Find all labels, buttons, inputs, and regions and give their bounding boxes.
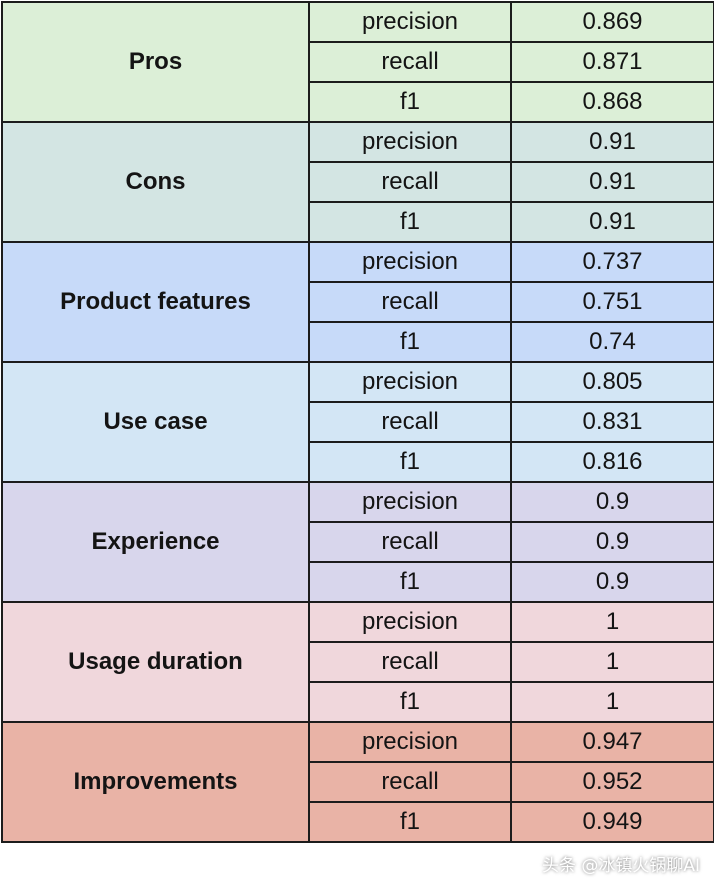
value-cell: 0.91 — [510, 201, 714, 243]
value-cell: 0.831 — [510, 401, 714, 443]
metric-label-cell: f1 — [308, 441, 512, 483]
table-row: recall 0.751 — [2, 281, 714, 323]
table-row: f1 0.868 — [2, 81, 714, 123]
metric-label-cell: f1 — [308, 561, 512, 603]
table-row: Experience precision 0.9 — [1, 481, 714, 603]
value-cell: 1 — [510, 681, 714, 723]
metric-label-cell: f1 — [308, 321, 512, 363]
value-cell: 0.952 — [510, 761, 714, 803]
value-cell: 0.869 — [510, 1, 714, 43]
value-cell: 0.871 — [510, 41, 714, 83]
watermark-text: 头条 @冰镇火锅聊AI — [541, 856, 700, 876]
table-row: Use case precision 0.805 — [1, 361, 714, 483]
metric-label-cell: precision — [308, 721, 512, 763]
table-row: recall 0.831 — [2, 401, 714, 443]
category-cell-improvements: Improvements — [1, 721, 310, 843]
value-cell: 0.91 — [510, 161, 714, 203]
value-cell: 0.868 — [510, 81, 714, 123]
value-cell: 0.9 — [510, 481, 714, 523]
table-row: f1 0.949 — [2, 801, 714, 843]
category-cell-cons: Cons — [1, 121, 310, 243]
value-cell: 0.816 — [510, 441, 714, 483]
table-row: Usage duration precision 1 — [1, 601, 714, 723]
table-row: f1 0.816 — [2, 441, 714, 483]
value-cell: 0.805 — [510, 361, 714, 403]
metric-label-cell: recall — [308, 521, 512, 563]
metric-label-cell: f1 — [308, 81, 512, 123]
table-row: recall 1 — [2, 641, 714, 683]
metrics-table: Pros precision 0.869 recall 0.871 f1 0.8… — [1, 1, 714, 843]
table-row: Improvements precision 0.947 — [1, 721, 714, 843]
metric-label-cell: precision — [308, 361, 512, 403]
metric-label-cell: precision — [308, 481, 512, 523]
value-cell: 0.74 — [510, 321, 714, 363]
value-cell: 0.751 — [510, 281, 714, 323]
table-row: f1 1 — [2, 681, 714, 723]
metric-label-cell: precision — [308, 241, 512, 283]
table-row: Product features precision 0.737 — [1, 241, 714, 363]
table-row: Cons precision 0.91 — [1, 121, 714, 243]
category-cell-experience: Experience — [1, 481, 310, 603]
metric-label-cell: precision — [308, 121, 512, 163]
table-row: f1 0.74 — [2, 321, 714, 363]
category-cell-product-features: Product features — [1, 241, 310, 363]
metric-label-cell: recall — [308, 41, 512, 83]
category-cell-use-case: Use case — [1, 361, 310, 483]
table-row: f1 0.91 — [2, 201, 714, 243]
metric-label-cell: precision — [308, 601, 512, 643]
category-cell-usage-duration: Usage duration — [1, 601, 310, 723]
value-cell: 0.91 — [510, 121, 714, 163]
table-row: recall 0.9 — [2, 521, 714, 563]
metric-label-cell: precision — [308, 1, 512, 43]
metric-label-cell: f1 — [308, 681, 512, 723]
table-row: recall 0.91 — [2, 161, 714, 203]
table-row: f1 0.9 — [2, 561, 714, 603]
table-row: recall 0.871 — [2, 41, 714, 83]
metric-label-cell: f1 — [308, 801, 512, 843]
value-cell: 0.9 — [510, 521, 714, 563]
category-cell-pros: Pros — [1, 1, 310, 123]
value-cell: 1 — [510, 601, 714, 643]
metric-label-cell: recall — [308, 161, 512, 203]
value-cell: 0.949 — [510, 801, 714, 843]
metric-label-cell: recall — [308, 401, 512, 443]
metric-label-cell: recall — [308, 641, 512, 683]
table-row: Pros precision 0.869 — [1, 1, 714, 123]
value-cell: 1 — [510, 641, 714, 683]
value-cell: 0.9 — [510, 561, 714, 603]
table-row: recall 0.952 — [2, 761, 714, 803]
metric-label-cell: recall — [308, 761, 512, 803]
value-cell: 0.947 — [510, 721, 714, 763]
metric-label-cell: f1 — [308, 201, 512, 243]
value-cell: 0.737 — [510, 241, 714, 283]
metric-label-cell: recall — [308, 281, 512, 323]
